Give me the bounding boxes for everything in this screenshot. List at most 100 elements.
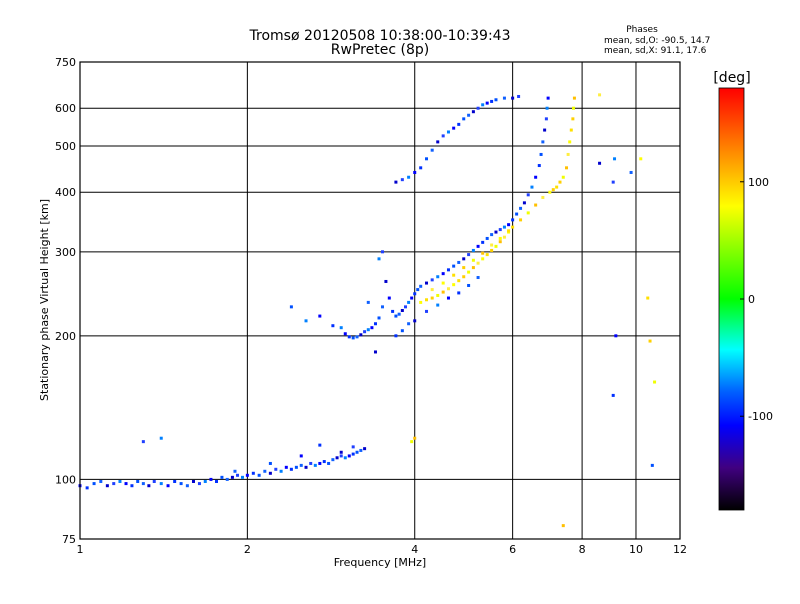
data-point: [462, 266, 466, 270]
data-point: [430, 288, 434, 292]
data-point: [436, 140, 440, 144]
data-point: [441, 290, 445, 294]
data-point: [159, 436, 163, 440]
data-point: [639, 157, 643, 161]
data-point: [214, 479, 218, 483]
data-point: [462, 117, 466, 121]
data-point: [534, 203, 538, 207]
data-point: [147, 484, 151, 488]
data-point: [197, 482, 201, 486]
data-point: [299, 463, 303, 467]
data-point: [335, 456, 339, 460]
data-point: [391, 309, 395, 313]
data-point: [476, 276, 480, 280]
data-point: [569, 128, 573, 132]
data-points: [78, 93, 657, 528]
data-point: [613, 157, 617, 161]
data-point: [441, 281, 445, 285]
data-point: [446, 268, 450, 272]
data-point: [225, 477, 229, 481]
data-point: [452, 126, 456, 130]
data-point: [416, 288, 420, 292]
data-point: [526, 193, 530, 197]
data-point: [561, 175, 565, 179]
data-point: [118, 479, 122, 483]
data-point: [485, 236, 489, 240]
y-tick-label: 600: [55, 102, 76, 115]
data-point: [236, 473, 240, 477]
data-point: [366, 300, 370, 304]
x-tick-label: 2: [244, 543, 251, 556]
data-point: [410, 440, 414, 444]
y-tick-label: 500: [55, 140, 76, 153]
y-tick-label: 300: [55, 246, 76, 259]
data-point: [179, 482, 183, 486]
data-point: [343, 456, 347, 460]
data-point: [130, 484, 134, 488]
y-tick-label: 75: [62, 533, 76, 546]
data-point: [92, 482, 96, 486]
data-point: [462, 257, 466, 261]
colorbar-tick-label: 0: [748, 293, 755, 306]
data-point: [413, 292, 417, 296]
data-point: [339, 450, 343, 454]
data-point: [425, 298, 429, 302]
data-point: [558, 180, 562, 184]
data-point: [152, 479, 156, 483]
y-tick-label: 200: [55, 330, 76, 343]
data-point: [446, 130, 450, 134]
data-point: [544, 117, 548, 121]
data-point: [289, 305, 293, 309]
data-point: [537, 164, 541, 168]
data-point: [407, 175, 411, 179]
data-point: [363, 330, 367, 334]
data-point: [502, 225, 506, 229]
data-point: [646, 296, 650, 300]
data-point: [366, 328, 370, 332]
data-point: [541, 195, 545, 199]
data-point: [457, 291, 461, 295]
data-point: [419, 284, 423, 288]
data-point: [565, 166, 569, 170]
data-point: [394, 180, 398, 184]
data-point: [185, 484, 189, 488]
data-point: [571, 106, 575, 110]
data-point: [430, 278, 434, 282]
data-point: [384, 279, 388, 283]
data-point: [203, 479, 207, 483]
data-point: [209, 477, 213, 481]
data-point: [380, 305, 384, 309]
data-point: [419, 166, 423, 170]
data-point: [519, 218, 523, 222]
data-point: [339, 454, 343, 458]
data-point: [112, 482, 116, 486]
data-point: [614, 334, 618, 338]
data-point: [370, 326, 374, 330]
data-point: [515, 212, 519, 216]
data-point: [400, 178, 404, 182]
data-point: [347, 454, 351, 458]
data-point: [99, 479, 103, 483]
data-point: [494, 230, 498, 234]
data-point: [561, 524, 565, 528]
data-point: [545, 106, 549, 110]
data-point: [299, 454, 303, 458]
data-point: [485, 101, 489, 105]
data-point: [425, 309, 429, 313]
data-point: [436, 303, 440, 307]
grid-lines: [80, 62, 680, 539]
data-point: [572, 96, 576, 100]
data-point: [467, 113, 471, 117]
data-point: [498, 240, 502, 244]
data-point: [511, 225, 515, 229]
data-point: [373, 322, 377, 326]
data-point: [511, 96, 515, 100]
chart-subtitle: RwPretec (8p): [331, 42, 429, 58]
data-point: [359, 333, 363, 337]
data-point: [245, 473, 249, 477]
data-point: [494, 98, 498, 102]
data-point: [240, 475, 244, 479]
data-point: [159, 482, 163, 486]
colorbar-label: [deg]: [713, 70, 750, 86]
